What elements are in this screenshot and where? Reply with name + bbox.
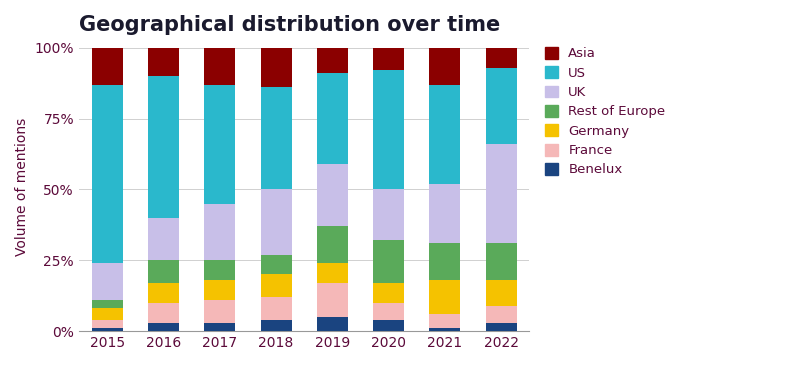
Bar — [373, 48, 404, 70]
Bar — [260, 297, 291, 320]
Y-axis label: Volume of mentions: Volume of mentions — [15, 118, 29, 256]
Bar — [204, 323, 235, 331]
Bar — [148, 48, 178, 76]
Bar — [316, 164, 347, 226]
Bar — [204, 260, 235, 280]
Bar — [316, 48, 347, 73]
Bar — [148, 323, 178, 331]
Bar — [485, 243, 516, 280]
Bar — [485, 144, 516, 243]
Bar — [485, 306, 516, 323]
Bar — [260, 255, 291, 274]
Bar — [92, 263, 122, 300]
Bar — [204, 85, 235, 204]
Bar — [316, 317, 347, 331]
Bar — [260, 88, 291, 189]
Bar — [204, 48, 235, 85]
Bar — [260, 274, 291, 297]
Bar — [204, 204, 235, 260]
Bar — [260, 48, 291, 88]
Bar — [373, 303, 404, 320]
Bar — [92, 48, 122, 85]
Bar — [204, 280, 235, 300]
Bar — [148, 303, 178, 323]
Text: Geographical distribution over time: Geographical distribution over time — [79, 15, 500, 35]
Bar — [260, 189, 291, 255]
Bar — [148, 283, 178, 303]
Bar — [92, 85, 122, 263]
Bar — [373, 70, 404, 189]
Bar — [373, 320, 404, 331]
Bar — [429, 184, 460, 243]
Bar — [485, 323, 516, 331]
Bar — [148, 76, 178, 218]
Bar — [485, 48, 516, 68]
Bar — [92, 308, 122, 320]
Bar — [373, 241, 404, 283]
Bar — [429, 243, 460, 280]
Bar — [429, 280, 460, 314]
Bar — [316, 226, 347, 263]
Bar — [316, 73, 347, 164]
Bar — [373, 189, 404, 241]
Bar — [204, 300, 235, 323]
Bar — [485, 68, 516, 144]
Bar — [373, 283, 404, 303]
Bar — [429, 314, 460, 328]
Bar — [429, 85, 460, 184]
Bar — [92, 300, 122, 308]
Bar — [316, 283, 347, 317]
Bar — [148, 218, 178, 260]
Bar — [260, 320, 291, 331]
Bar — [429, 328, 460, 331]
Legend: Asia, US, UK, Rest of Europe, Germany, France, Benelux: Asia, US, UK, Rest of Europe, Germany, F… — [540, 43, 668, 180]
Bar — [485, 280, 516, 306]
Bar — [92, 328, 122, 331]
Bar — [429, 48, 460, 85]
Bar — [148, 260, 178, 283]
Bar — [92, 320, 122, 328]
Bar — [316, 263, 347, 283]
